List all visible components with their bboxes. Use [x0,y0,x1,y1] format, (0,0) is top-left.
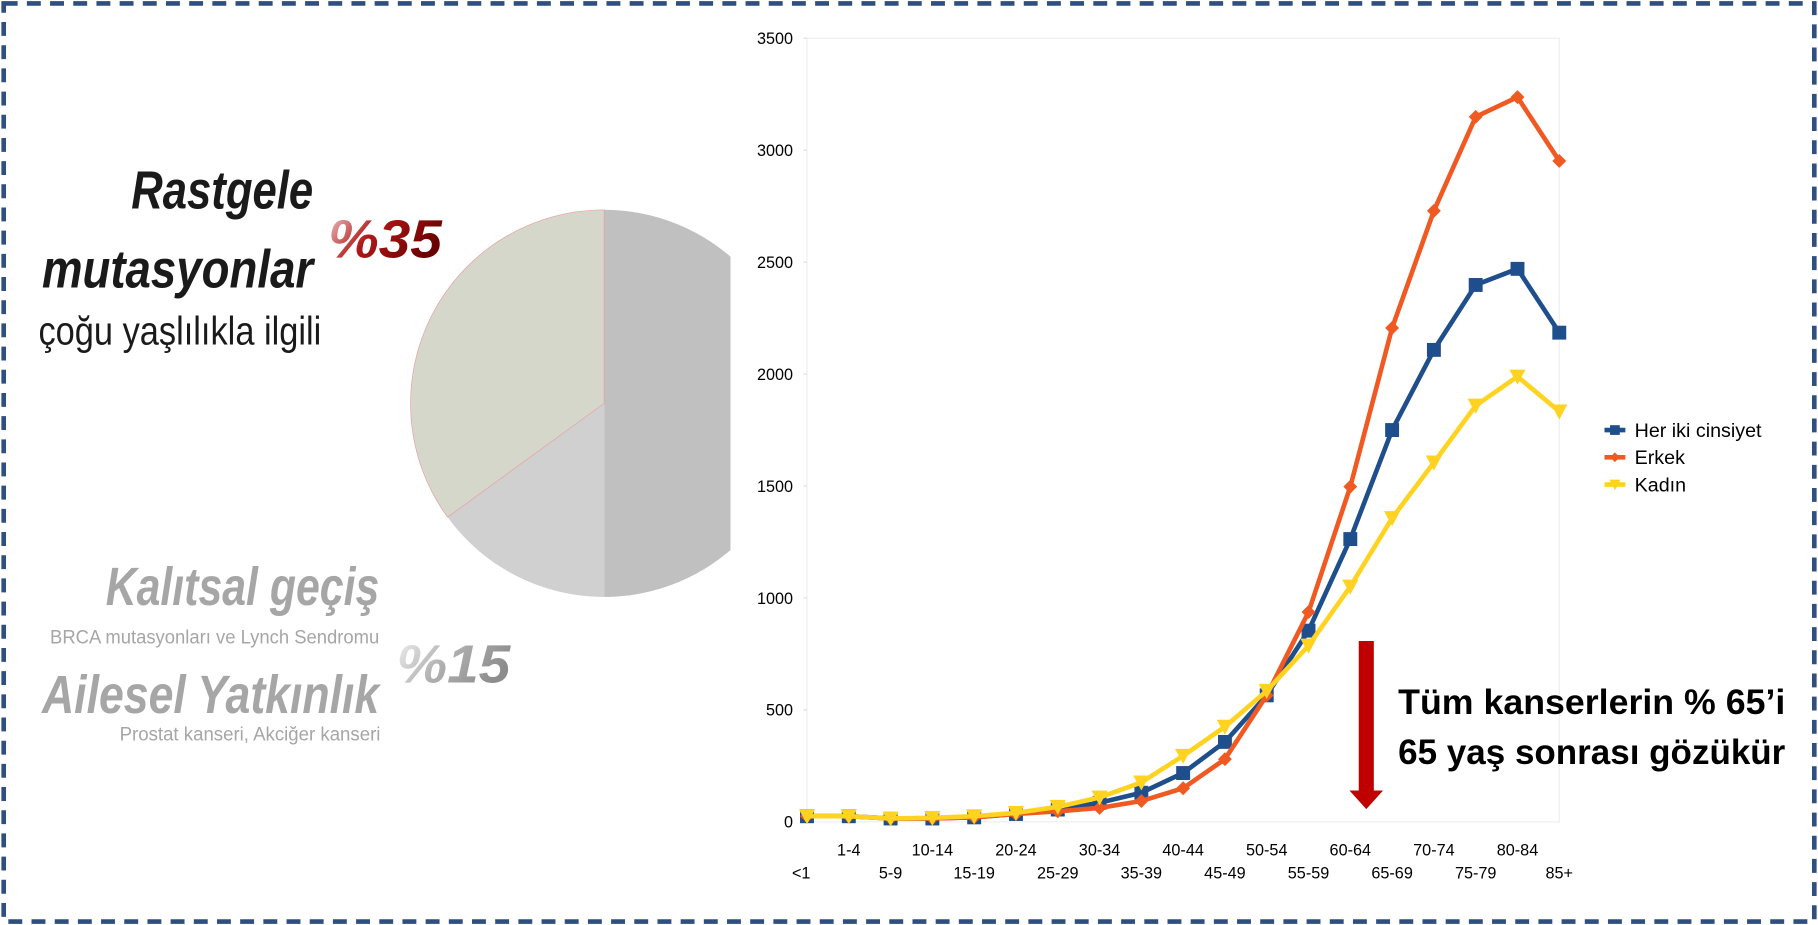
annotation: BRCA mutasyonları ve Lynch Sendromu [50,626,379,648]
data-point [1468,109,1483,124]
x-tick-label: 35-39 [1121,865,1162,883]
data-point [1385,423,1400,437]
pie-slice [604,209,731,597]
y-tick-label: 3000 [757,142,793,160]
x-tick-label: <1 [792,865,811,883]
y-tick-label: 1000 [757,590,793,608]
annotation: Kalıtsal geçiş [106,558,380,617]
x-tick-label: 5-9 [879,865,902,883]
x-tick-label: 20-24 [995,841,1036,859]
data-point [1343,479,1358,494]
x-tick-label: 55-59 [1288,865,1329,883]
data-point [1301,605,1316,620]
data-point [1300,638,1317,654]
data-point [1175,748,1192,764]
data-point [1426,342,1441,357]
x-tick-label: 80-84 [1497,841,1538,859]
x-tick-label: 50-54 [1246,841,1287,859]
y-tick-label: 500 [766,702,793,720]
data-point [1133,775,1150,791]
annotation: 65 yaş sonrası gözükür [1398,734,1785,772]
data-point [1091,790,1108,806]
arrow [1358,641,1374,792]
data-point [1510,261,1525,276]
data-point [1552,153,1567,168]
pie-slice [410,209,605,518]
data-point [1258,683,1275,699]
plot-area [806,37,1560,823]
legend-label: Erkek [1635,447,1685,469]
annotation: mutasyonlar [42,240,316,299]
data-point [1467,398,1484,414]
x-tick-label: 30-34 [1079,841,1120,859]
data-point [1216,719,1234,735]
data-point [1551,404,1568,420]
data-point [1301,623,1316,638]
value-label: %35 [328,210,443,269]
x-tick-label: 25-29 [1037,865,1078,883]
data-point [966,809,983,825]
y-tick-label: 0 [784,814,793,832]
data-point [1176,766,1191,780]
annotation: Prostat kanseri, Akciğer kanseri [120,724,381,746]
data-point [882,811,899,827]
legend-marker [1610,425,1620,435]
x-tick-label: 40-44 [1162,841,1203,859]
line-chart: 0 500 1000 1500 2000 2500 3000 3500 <1 1-4 5-9 10-1… [757,30,1762,883]
y-tick-label: 2000 [757,366,793,384]
data-point [1385,320,1400,335]
data-point [1343,532,1358,547]
pie [410,209,731,597]
annotation: Rastgele [131,162,313,221]
data-point [1342,579,1359,595]
data-point [1134,785,1149,800]
x-tick-label: 10-14 [912,841,953,859]
data-point [1552,325,1567,340]
x-tick-label: 60-64 [1330,841,1371,859]
annotation: Tüm kanserlerin % 65’i [1398,684,1785,722]
data-point [1426,203,1441,218]
y-tick-label: 1500 [757,478,793,496]
data-point [924,810,941,826]
value-label: %15 [397,636,512,695]
legend-marker [1609,479,1621,491]
data-point [1049,799,1066,815]
legend-label: Her iki cinsiyet [1635,420,1762,442]
data-point [1425,455,1443,471]
x-tick-label: 85+ [1546,865,1574,883]
annotation: Ailesel Yatkınlık [40,666,381,725]
data-point [1217,734,1232,749]
x-tick-label: 65-69 [1371,865,1412,883]
data-point [798,809,816,825]
arrow-head [1349,790,1384,810]
y-tick-label: 2500 [757,254,793,272]
legend-label: Kadın [1635,474,1686,496]
x-tick-label: 1-4 [837,841,860,859]
data-point [1007,805,1025,821]
data-point [840,809,857,825]
x-tick-label: 45-49 [1204,865,1245,883]
x-tick-label: 70-74 [1413,841,1454,859]
annotation: çoğu yaşlılıkla ilgili [38,309,321,353]
legend-marker [1610,452,1620,463]
data-point [1509,369,1526,385]
data-point [1383,511,1401,527]
data-point [1468,278,1483,292]
y-tick-label: 3500 [757,30,793,48]
pie-slice [447,403,605,597]
x-tick-label: 75-79 [1455,865,1496,883]
x-tick-label: 15-19 [953,865,994,883]
